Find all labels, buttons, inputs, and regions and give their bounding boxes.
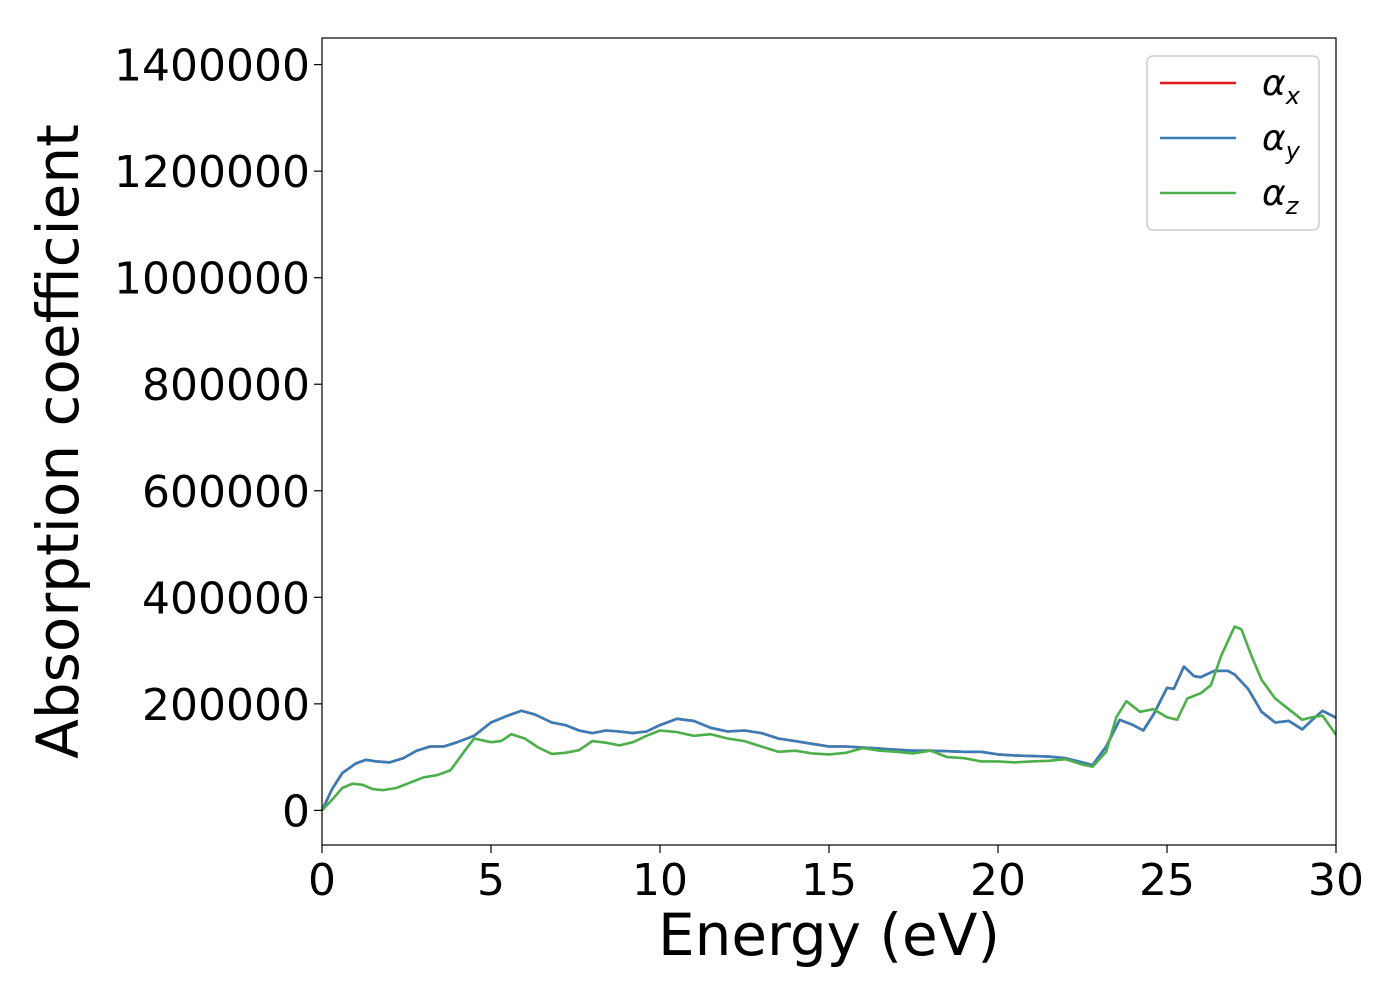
y-tick-label: 800000 bbox=[142, 360, 310, 411]
x-tick-label: 15 bbox=[801, 855, 857, 906]
x-tick-label: 10 bbox=[632, 855, 688, 906]
y-tick-label: 1400000 bbox=[114, 41, 310, 92]
x-axis-label: Energy (eV) bbox=[658, 901, 1000, 969]
series-line-alpha-y bbox=[320, 665, 1337, 811]
y-tick-label: 600000 bbox=[142, 467, 310, 518]
x-tick-label: 20 bbox=[970, 855, 1026, 906]
y-tick-label: 400000 bbox=[142, 573, 310, 624]
y-tick-label: 1000000 bbox=[114, 254, 310, 305]
y-tick-label: 1200000 bbox=[114, 147, 310, 198]
y-tick-label: 200000 bbox=[142, 680, 310, 731]
x-tick-label: 5 bbox=[477, 855, 505, 906]
x-axis-ticks: 0 5 10 15 20 25 30 bbox=[308, 845, 1364, 906]
x-tick-label: 30 bbox=[1308, 855, 1364, 906]
y-axis-label: Absorption coefficient bbox=[24, 124, 92, 759]
series-layer bbox=[320, 625, 1338, 812]
x-tick-label: 25 bbox=[1139, 855, 1195, 906]
legend-box bbox=[1146, 55, 1320, 231]
series-line-alpha-z bbox=[321, 625, 1338, 812]
x-tick-label: 0 bbox=[308, 855, 336, 906]
y-axis-ticks: 0 200000 400000 600000 800000 1000000 1200000 1… bbox=[114, 41, 322, 837]
y-tick-label: 0 bbox=[282, 786, 310, 837]
